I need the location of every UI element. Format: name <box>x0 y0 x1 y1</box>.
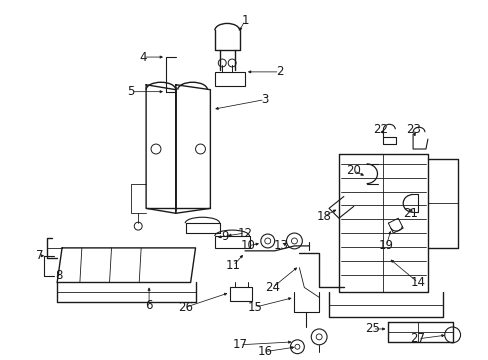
Text: 21: 21 <box>403 207 418 220</box>
Text: 7: 7 <box>36 249 43 262</box>
Text: 13: 13 <box>274 239 288 252</box>
Circle shape <box>290 340 304 354</box>
Circle shape <box>264 238 270 244</box>
Text: 8: 8 <box>55 269 62 282</box>
Text: 26: 26 <box>178 301 193 314</box>
Text: 24: 24 <box>264 281 280 294</box>
Circle shape <box>134 222 142 230</box>
Text: 6: 6 <box>145 299 153 312</box>
Text: 10: 10 <box>240 239 255 252</box>
Circle shape <box>218 59 226 67</box>
Bar <box>215 236 249 248</box>
Circle shape <box>294 344 299 349</box>
Text: 2: 2 <box>275 66 283 78</box>
Text: 11: 11 <box>225 259 240 272</box>
Text: 18: 18 <box>316 210 331 223</box>
Text: 14: 14 <box>410 276 425 289</box>
Text: 20: 20 <box>346 164 361 177</box>
Text: 17: 17 <box>232 338 247 351</box>
Text: 16: 16 <box>257 345 272 358</box>
Text: 9: 9 <box>221 230 228 243</box>
Text: 12: 12 <box>237 226 252 239</box>
Circle shape <box>151 144 161 154</box>
Text: 27: 27 <box>410 332 425 345</box>
Circle shape <box>291 238 297 244</box>
Text: 3: 3 <box>261 93 268 106</box>
Circle shape <box>228 59 236 67</box>
Circle shape <box>316 334 322 340</box>
Circle shape <box>260 234 274 248</box>
Circle shape <box>310 329 326 345</box>
Text: 5: 5 <box>127 85 135 98</box>
Circle shape <box>286 233 302 249</box>
Circle shape <box>444 327 460 343</box>
Text: 22: 22 <box>372 123 387 136</box>
Text: 23: 23 <box>405 123 420 136</box>
Text: 25: 25 <box>365 323 379 336</box>
Text: 15: 15 <box>247 301 262 314</box>
Text: 4: 4 <box>139 50 146 64</box>
Text: 19: 19 <box>378 239 393 252</box>
Circle shape <box>195 144 205 154</box>
Bar <box>215 72 244 86</box>
Bar <box>230 287 251 301</box>
Text: 1: 1 <box>241 14 248 27</box>
